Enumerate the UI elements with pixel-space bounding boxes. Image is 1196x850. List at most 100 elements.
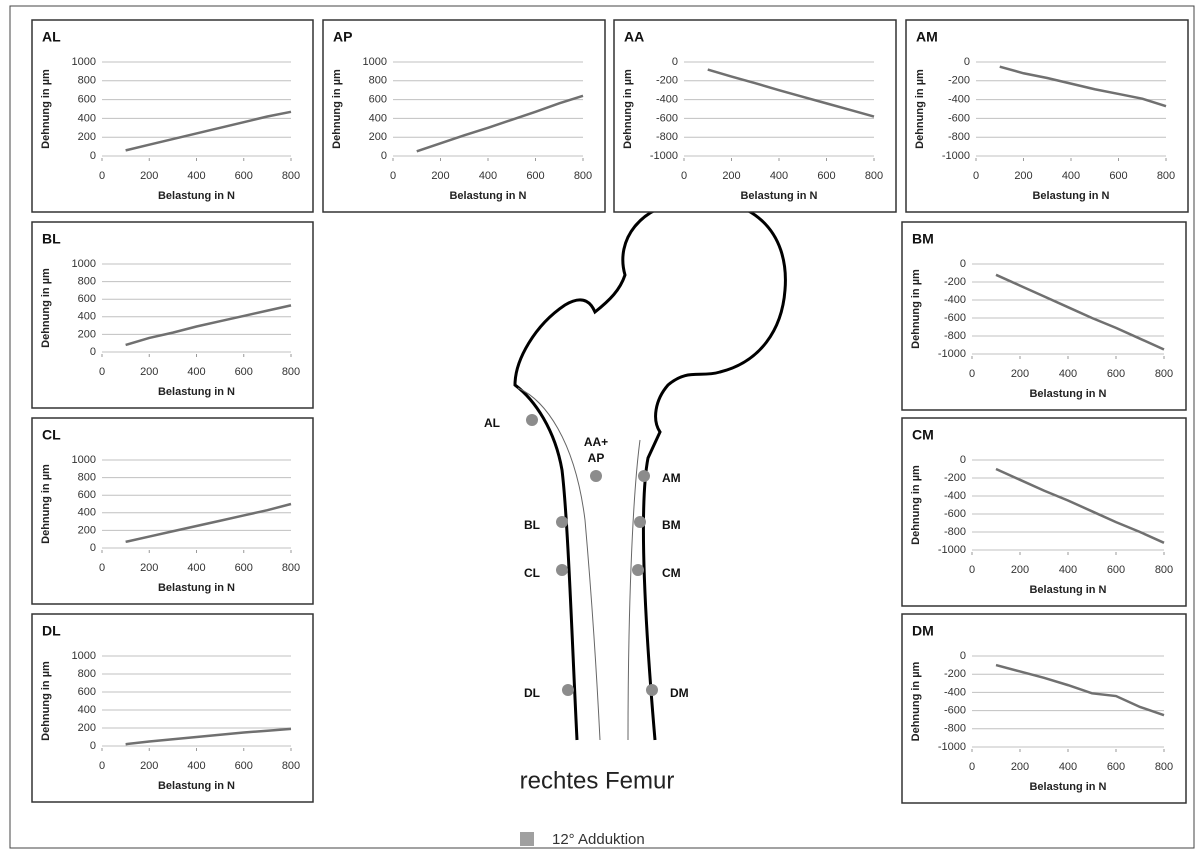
y-tick-label: 0: [90, 542, 96, 554]
panel-border: [901, 417, 1187, 607]
x-tick-label: 800: [282, 170, 300, 182]
y-tick-label: -1000: [938, 741, 966, 753]
point-label: AP: [588, 451, 605, 465]
y-tick-label: 800: [78, 75, 96, 87]
y-tick-label: -600: [948, 112, 970, 124]
measurement-point: [634, 516, 646, 528]
y-tick-label: 800: [369, 75, 387, 87]
point-label: AM: [662, 471, 681, 485]
data-line: [125, 727, 292, 746]
point-label: DM: [670, 686, 689, 700]
y-tick-label: 600: [369, 94, 387, 106]
x-tick-label: 400: [1059, 761, 1077, 773]
x-tick-label: 800: [282, 366, 300, 378]
chart-panel: CL Dehnung in µm Belastung in N 0 200 400 600 8…: [31, 417, 314, 605]
y-tick-label: -400: [948, 94, 970, 106]
x-tick-label: 400: [187, 562, 205, 574]
legend-swatch: [520, 832, 534, 846]
x-tick-label: 600: [817, 170, 835, 182]
measurement-point: [526, 414, 538, 426]
chart-panel: DM Dehnung in µm Belastung in N 0 -200 -400 -6…: [901, 613, 1187, 804]
panel-border: [901, 221, 1187, 411]
x-tick-label: 800: [1157, 170, 1175, 182]
y-tick-label: 800: [78, 472, 96, 484]
x-tick-label: 0: [681, 170, 687, 182]
y-tick-label: 400: [369, 112, 387, 124]
x-tick-label: 200: [1011, 761, 1029, 773]
x-tick-label: 0: [390, 170, 396, 182]
x-tick-label: 600: [235, 760, 253, 772]
x-tick-label: 400: [479, 170, 497, 182]
y-tick-label: 400: [78, 704, 96, 716]
y-tick-label: 200: [369, 131, 387, 143]
chart-panel: BL Dehnung in µm Belastung in N 0 200 400 600 8…: [31, 221, 314, 409]
y-axis-label: Dehnung in µm: [910, 465, 922, 545]
x-tick-label: 400: [187, 366, 205, 378]
x-tick-label: 200: [140, 760, 158, 772]
y-tick-label: -200: [656, 75, 678, 87]
data-line: [125, 502, 292, 544]
y-tick-label: 200: [78, 722, 96, 734]
x-tick-label: 200: [1014, 170, 1032, 182]
figure-border: [9, 5, 1195, 849]
chart-title: DM: [912, 623, 934, 639]
chart-panel: BM Dehnung in µm Belastung in N 0 -200 -400 -6…: [901, 221, 1187, 411]
y-tick-label: 800: [78, 276, 96, 288]
x-tick-label: 600: [526, 170, 544, 182]
x-axis-label: Belastung in N: [449, 190, 526, 202]
measurement-point: [638, 470, 650, 482]
y-tick-label: 200: [78, 131, 96, 143]
y-tick-label: 400: [78, 112, 96, 124]
chart-panel: AA Dehnung in µm Belastung in N 0 -200 -400 -6…: [613, 19, 897, 213]
y-tick-label: -800: [944, 723, 966, 735]
panel-border: [905, 19, 1189, 213]
x-tick-label: 600: [1107, 564, 1125, 576]
y-axis-label: Dehnung in µm: [622, 69, 634, 149]
chart-title: CL: [42, 427, 61, 443]
y-tick-label: 1000: [72, 454, 96, 466]
chart-panel: AM Dehnung in µm Belastung in N 0 -200 -400 -6…: [905, 19, 1189, 213]
x-tick-label: 400: [1062, 170, 1080, 182]
y-tick-label: -1000: [938, 348, 966, 360]
diagram-title: rechtes Femur: [520, 767, 675, 794]
x-tick-label: 200: [140, 562, 158, 574]
measurement-point: [556, 564, 568, 576]
y-tick-label: 0: [964, 56, 970, 68]
data-line: [125, 110, 292, 152]
y-tick-label: 0: [960, 454, 966, 466]
y-tick-label: 800: [78, 668, 96, 680]
y-tick-label: -600: [656, 112, 678, 124]
y-tick-label: 0: [90, 346, 96, 358]
x-tick-label: 600: [235, 170, 253, 182]
x-tick-label: 200: [722, 170, 740, 182]
y-tick-label: -1000: [650, 150, 678, 162]
y-axis-label: Dehnung in µm: [40, 268, 52, 348]
y-tick-label: 0: [960, 650, 966, 662]
x-axis-label: Belastung in N: [1029, 388, 1106, 400]
data-line: [125, 304, 292, 347]
data-line: [416, 94, 584, 153]
y-axis-label: Dehnung in µm: [331, 69, 343, 149]
y-axis-label: Dehnung in µm: [910, 661, 922, 741]
y-tick-label: 0: [90, 150, 96, 162]
x-tick-label: 600: [235, 562, 253, 574]
femur-outline: [513, 198, 787, 741]
y-tick-label: -400: [944, 490, 966, 502]
measurement-point: [562, 684, 574, 696]
y-tick-label: 200: [78, 524, 96, 536]
x-tick-label: 200: [140, 366, 158, 378]
y-tick-label: -800: [944, 330, 966, 342]
measurement-point: [590, 470, 602, 482]
y-tick-label: -600: [944, 705, 966, 717]
point-label: BM: [662, 518, 681, 532]
legend-label: 12° Adduktion: [552, 831, 645, 848]
x-tick-label: 0: [99, 562, 105, 574]
point-label: CL: [524, 566, 540, 580]
y-tick-label: 400: [78, 507, 96, 519]
point-label: CM: [662, 566, 681, 580]
y-axis-label: Dehnung in µm: [40, 661, 52, 741]
x-tick-label: 200: [1011, 564, 1029, 576]
panel-border: [322, 19, 606, 213]
x-tick-label: 400: [770, 170, 788, 182]
chart-panel: AP Dehnung in µm Belastung in N 0 200 400 600 8…: [322, 19, 606, 213]
